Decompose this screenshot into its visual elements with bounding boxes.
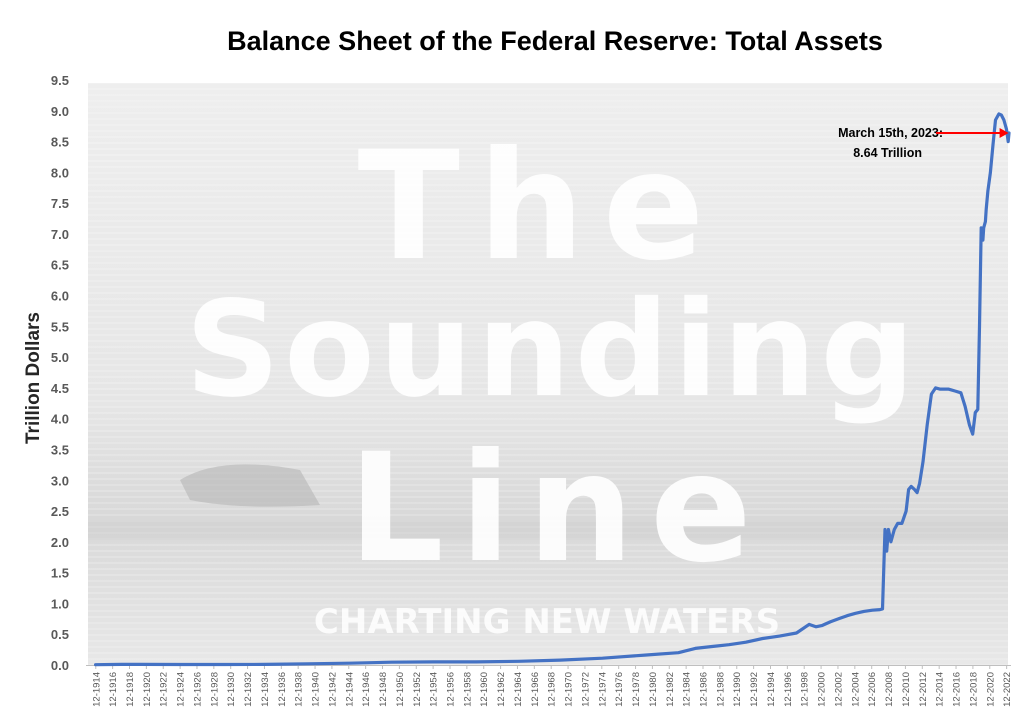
x-tick-label: 12-1944 (344, 672, 355, 707)
x-tick-label: 12-1942 (327, 672, 338, 707)
x-tick-label: 12-1914 (91, 672, 102, 707)
y-tick-label: 0.5 (51, 627, 69, 642)
x-tick-label: 12-1916 (108, 672, 119, 707)
x-tick-label: 12-1980 (648, 672, 659, 707)
x-tick-label: 12-1996 (783, 672, 794, 707)
x-tick-label: 12-1990 (732, 672, 743, 707)
x-tick-label: 12-1978 (631, 672, 642, 707)
x-tick-label: 12-1962 (496, 672, 507, 707)
x-tick-label: 12-1918 (125, 672, 136, 707)
x-tick-label: 12-1936 (277, 672, 288, 707)
y-tick-label: 9.0 (51, 104, 69, 119)
watermark-tagline: Charting new waters (314, 602, 780, 642)
x-tick-label: 12-1952 (412, 672, 423, 707)
x-tick-label: 12-2002 (833, 672, 844, 707)
x-tick-label: 12-2022 (1002, 672, 1013, 707)
series-line-total-assets (94, 112, 1011, 667)
x-tick-label: 12-1974 (597, 672, 608, 707)
x-tick-label: 12-2018 (968, 672, 979, 707)
chart-title: Balance Sheet of the Federal Reserve: To… (227, 26, 883, 56)
watermark-background: The Sounding Line Charting new waters (88, 83, 1008, 665)
x-tick-label: 12-1940 (311, 672, 322, 707)
x-tick-label: 12-1954 (429, 672, 440, 707)
x-tick-label: 12-1992 (749, 672, 760, 707)
x-tick-label: 12-1960 (479, 672, 490, 707)
x-tick-label: 12-1976 (614, 672, 625, 707)
x-tick-label: 12-2014 (935, 672, 946, 707)
y-axis-ticks: 0.0 0.5 1.0 1.5 2.0 2.5 3.0 3.5 4.0 4.5 5.0 5.5 6.0 6… (51, 73, 69, 673)
y-tick-label: 8.0 (51, 165, 69, 180)
x-tick-label: 12-1946 (361, 672, 372, 707)
x-tick-label: 12-1930 (226, 672, 237, 707)
x-tick-label: 12-2008 (884, 672, 895, 707)
y-tick-label: 4.5 (51, 381, 69, 396)
x-tick-label: 12-1998 (800, 672, 811, 707)
x-tick-label: 12-1956 (445, 672, 456, 707)
y-tick-label: 7.5 (51, 196, 69, 211)
watermark-line1: The (358, 120, 723, 294)
x-tick-label: 12-2006 (867, 672, 878, 707)
y-tick-label: 4.0 (51, 412, 69, 427)
y-tick-label: 3.0 (51, 473, 69, 488)
y-tick-label: 6.5 (51, 258, 69, 273)
annotation: March 15th, 2023: 8.64 Trillion (838, 126, 1009, 160)
y-tick-label: 8.5 (51, 135, 69, 150)
y-tick-label: 0.0 (51, 658, 69, 673)
x-tick-label: 12-1938 (294, 672, 305, 707)
x-tick-label: 12-1966 (530, 672, 541, 707)
y-tick-label: 1.0 (51, 596, 69, 611)
annotation-line1: March 15th, 2023: (838, 126, 943, 140)
x-tick-label: 12-2000 (817, 672, 828, 707)
x-tick-label: 12-1970 (564, 672, 575, 707)
x-tick-label: 12-1924 (176, 672, 187, 707)
y-tick-label: 9.5 (51, 73, 69, 88)
x-tick-label: 12-1932 (243, 672, 254, 707)
x-tick-label: 12-1982 (665, 672, 676, 707)
y-tick-label: 6.0 (51, 289, 69, 304)
x-tick-label: 12-2010 (901, 672, 912, 707)
x-tick-label: 12-2020 (985, 672, 996, 707)
x-tick-label: 12-1986 (699, 672, 710, 707)
x-tick-label: 12-1958 (462, 672, 473, 707)
x-tick-label: 12-1920 (142, 672, 153, 707)
y-tick-label: 5.0 (51, 350, 69, 365)
x-tick-label: 12-1972 (580, 672, 591, 707)
x-tick-label: 12-1988 (715, 672, 726, 707)
x-tick-label: 12-1994 (766, 672, 777, 707)
x-tick-label: 12-1934 (260, 672, 271, 707)
annotation-line2: 8.64 Trillion (853, 146, 922, 160)
y-tick-label: 1.5 (51, 566, 69, 581)
watermark-line2: Sounding (185, 273, 919, 427)
x-tick-label: 12-1950 (395, 672, 406, 707)
x-tick-label: 12-1948 (378, 672, 389, 707)
x-tick-label: 12-1984 (682, 672, 693, 707)
x-tick-label: 12-1928 (209, 672, 220, 707)
x-axis-ticks: 12-1914 12-1916 12-1918 12-1920 12-1922 12-19… (91, 665, 1013, 707)
x-tick-label: 12-1922 (159, 672, 170, 707)
y-tick-label: 2.5 (51, 504, 69, 519)
x-tick-label: 12-1968 (547, 672, 558, 707)
y-tick-label: 7.0 (51, 227, 69, 242)
y-tick-label: 5.5 (51, 319, 69, 334)
y-tick-label: 2.0 (51, 535, 69, 550)
y-tick-label: 3.5 (51, 442, 69, 457)
watermark-line3: Line (348, 422, 768, 596)
x-tick-label: 12-2016 (952, 672, 963, 707)
x-tick-label: 12-2012 (918, 672, 929, 707)
x-tick-label: 12-2004 (850, 672, 861, 707)
x-tick-label: 12-1964 (513, 672, 524, 707)
x-tick-label: 12-1926 (192, 672, 203, 707)
annotation-arrowhead (999, 127, 1009, 138)
